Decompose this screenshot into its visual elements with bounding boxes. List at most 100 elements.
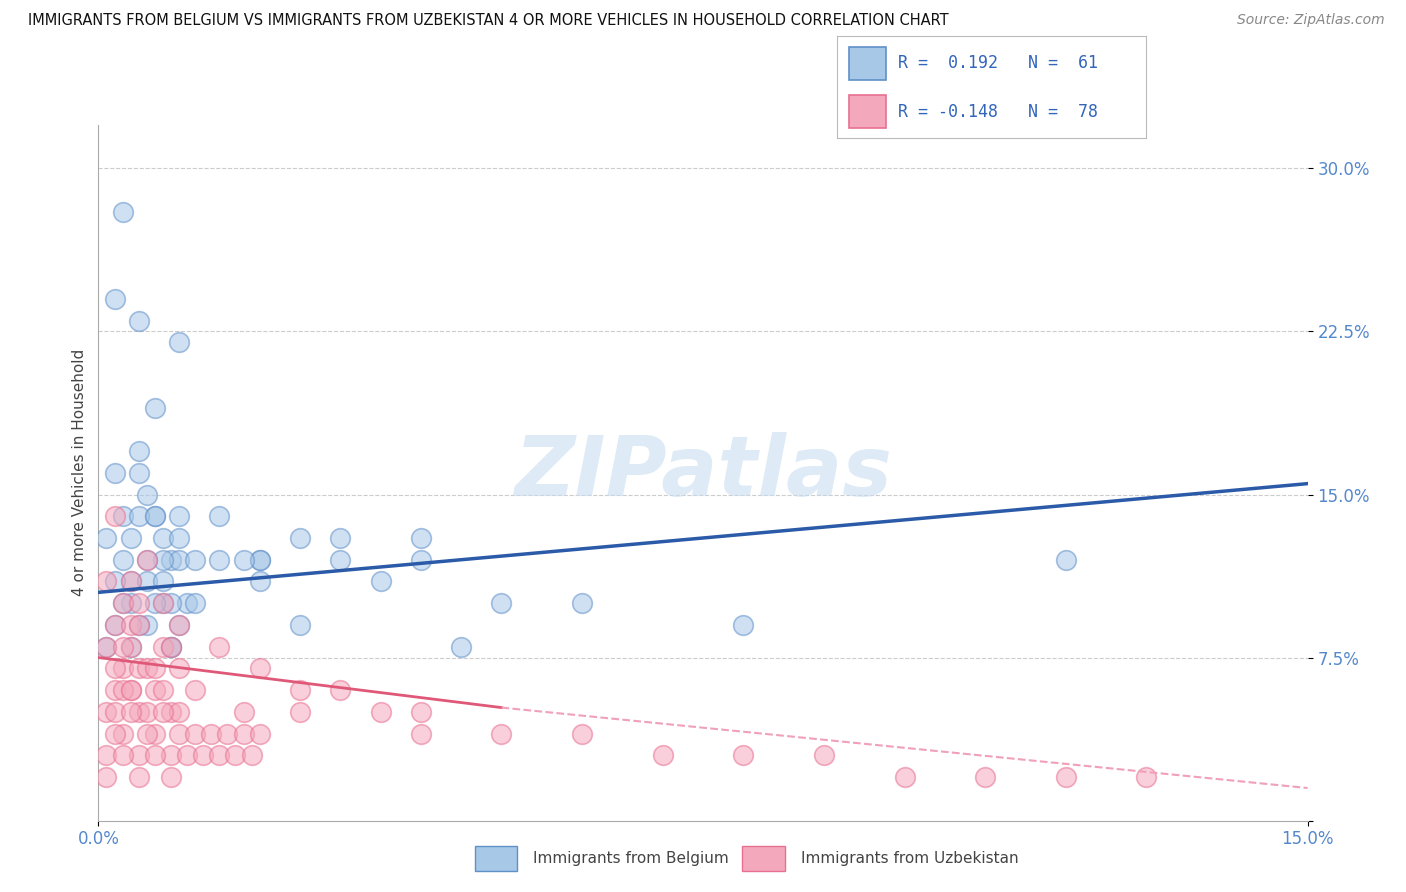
Point (176, 748, 198, 763)
Point (176, 596, 198, 610)
Point (135, 661, 157, 675)
Point (450, 640, 472, 654)
Point (103, 618, 125, 632)
Point (135, 552, 157, 567)
Point (96, 640, 118, 654)
Point (111, 596, 134, 610)
Point (184, 596, 207, 610)
Y-axis label: 4 or more Vehicles in Household: 4 or more Vehicles in Household (72, 349, 87, 597)
Point (491, 726, 513, 740)
Point (1054, 552, 1077, 567)
Point (135, 574, 157, 589)
Point (329, 531, 352, 545)
Point (571, 596, 593, 610)
Point (733, 618, 755, 632)
Point (143, 509, 166, 524)
Point (135, 552, 157, 567)
Point (167, 509, 190, 524)
Point (232, 726, 254, 740)
Point (120, 705, 142, 719)
Point (288, 683, 311, 698)
Point (111, 748, 134, 763)
Point (128, 770, 150, 784)
Point (329, 683, 352, 698)
Point (152, 640, 174, 654)
Point (370, 574, 392, 589)
Point (152, 574, 174, 589)
Point (103, 574, 125, 589)
Point (167, 661, 190, 675)
Point (160, 770, 183, 784)
Point (111, 552, 134, 567)
Point (103, 661, 125, 675)
Point (120, 640, 142, 654)
Point (232, 705, 254, 719)
Point (143, 509, 166, 524)
Point (208, 748, 231, 763)
Point (143, 661, 166, 675)
Point (96, 531, 118, 545)
Point (103, 683, 125, 698)
Point (96, 640, 118, 654)
Point (128, 618, 150, 632)
Point (143, 596, 166, 610)
Point (184, 683, 207, 698)
Point (135, 487, 157, 501)
Point (103, 509, 125, 524)
Point (120, 683, 142, 698)
Point (120, 683, 142, 698)
Point (96, 705, 118, 719)
Point (224, 748, 246, 763)
Text: Source: ZipAtlas.com: Source: ZipAtlas.com (1237, 13, 1385, 28)
Point (120, 531, 142, 545)
Point (167, 618, 190, 632)
Point (651, 748, 673, 763)
Point (733, 748, 755, 763)
Point (111, 509, 134, 524)
Text: Immigrants from Uzbekistan: Immigrants from Uzbekistan (800, 851, 1018, 866)
Point (160, 705, 183, 719)
Point (167, 552, 190, 567)
Point (152, 596, 174, 610)
Point (184, 726, 207, 740)
Point (135, 726, 157, 740)
Point (167, 705, 190, 719)
Point (160, 552, 183, 567)
Point (128, 705, 150, 719)
Point (103, 466, 125, 480)
Point (120, 574, 142, 589)
Point (167, 335, 190, 350)
Point (491, 596, 513, 610)
Text: ZIPatlas: ZIPatlas (515, 433, 891, 513)
Text: Immigrants from Belgium: Immigrants from Belgium (533, 851, 730, 866)
Point (96, 748, 118, 763)
Point (143, 401, 166, 415)
Point (288, 705, 311, 719)
Text: IMMIGRANTS FROM BELGIUM VS IMMIGRANTS FROM UZBEKISTAN 4 OR MORE VEHICLES IN HOUS: IMMIGRANTS FROM BELGIUM VS IMMIGRANTS FR… (28, 13, 949, 29)
Point (103, 618, 125, 632)
Point (120, 596, 142, 610)
Point (1054, 770, 1077, 784)
Point (893, 770, 915, 784)
Point (1135, 770, 1157, 784)
Point (111, 596, 134, 610)
Point (103, 292, 125, 306)
Point (128, 444, 150, 458)
Point (120, 640, 142, 654)
Bar (475, 847, 517, 871)
Point (249, 574, 271, 589)
Point (111, 683, 134, 698)
Point (249, 661, 271, 675)
Point (409, 552, 432, 567)
Point (217, 726, 239, 740)
Point (103, 726, 125, 740)
Point (152, 683, 174, 698)
Bar (849, 95, 886, 128)
Point (208, 640, 231, 654)
Point (128, 313, 150, 327)
Point (111, 204, 134, 219)
Point (143, 683, 166, 698)
Point (167, 531, 190, 545)
Text: R =  0.192   N =  61: R = 0.192 N = 61 (898, 54, 1098, 72)
Point (111, 661, 134, 675)
